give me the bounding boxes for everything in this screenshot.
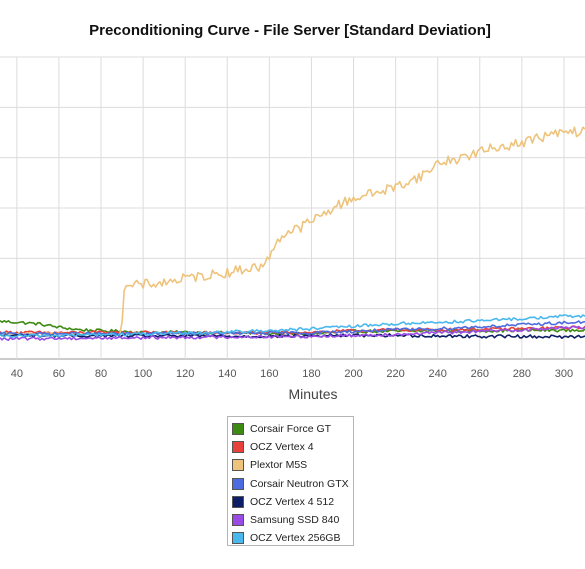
chart-title: Preconditioning Curve - File Server [Sta… (89, 22, 491, 39)
legend-label: Corsair Force GT (250, 423, 332, 436)
legend-swatch (232, 441, 244, 454)
x-tick-label: 120 (176, 368, 194, 380)
x-tick-label: 280 (513, 368, 531, 380)
legend-label: OCZ Vertex 256GB (250, 532, 341, 545)
x-tick-label: 300 (555, 368, 573, 380)
x-tick-label: 160 (260, 368, 278, 380)
legend-item: Corsair Neutron GTX (232, 475, 353, 493)
legend-swatch (232, 477, 244, 490)
legend-item: OCZ Vertex 4 512 (232, 493, 353, 511)
x-tick-label: 100 (134, 368, 152, 380)
x-tick-label: 60 (53, 368, 65, 380)
series-line-ocz-vertex-256gb (0, 314, 585, 339)
legend-item: Plextor M5S (232, 456, 353, 474)
legend-item: Samsung SSD 840 (232, 511, 353, 529)
x-tick-label: 200 (344, 368, 362, 380)
x-tick-label: 240 (429, 368, 447, 380)
legend-label: Samsung SSD 840 (250, 514, 340, 527)
x-axis-label: Minutes (288, 386, 337, 402)
series-layer (0, 126, 585, 341)
x-tick-label: 140 (218, 368, 236, 380)
legend-swatch (232, 495, 244, 508)
x-tick-label: 180 (302, 368, 320, 380)
legend-item: OCZ Vertex 256GB (232, 529, 353, 547)
series-line-corsair-neutron-gtx (0, 320, 585, 337)
legend-swatch (232, 423, 244, 436)
legend-item: Corsair Force GT (232, 420, 353, 438)
legend: Corsair Force GT OCZ Vertex 4 Plextor M5S C… (227, 416, 354, 546)
legend-swatch (232, 514, 244, 527)
legend-label: OCZ Vertex 4 512 (250, 495, 335, 508)
x-tick-label: 80 (95, 368, 107, 380)
legend-swatch (232, 532, 244, 545)
grid (0, 56, 585, 360)
legend-label: Corsair Neutron GTX (250, 477, 349, 490)
series-line-samsung-ssd-840 (0, 325, 585, 341)
legend-item: OCZ Vertex 4 (232, 438, 353, 456)
legend-swatch (232, 459, 244, 472)
legend-label: Plextor M5S (250, 459, 308, 472)
series-line-plextor-m5s (0, 126, 585, 336)
legend-label: OCZ Vertex 4 (250, 441, 314, 454)
x-tick-label: 220 (386, 368, 404, 380)
x-tick-label: 40 (11, 368, 23, 380)
x-tick-label: 260 (471, 368, 489, 380)
x-axis-ticks: 40 60 80 100 120 140 160 180 200 220 240 260 280 300 (11, 368, 573, 380)
